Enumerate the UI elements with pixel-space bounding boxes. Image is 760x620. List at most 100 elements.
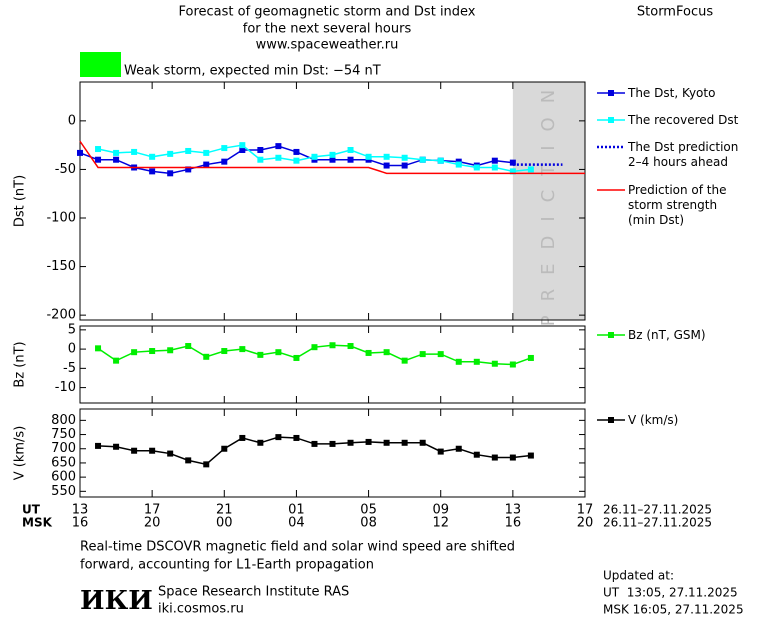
legend-label: The Dst prediction 2–4 hours ahead <box>627 140 738 169</box>
point <box>491 157 498 164</box>
point <box>455 358 462 365</box>
title: Forecast of geomagnetic storm and Dst in… <box>178 5 475 20</box>
point <box>239 434 246 441</box>
note: forward, accounting for L1-Earth propaga… <box>80 558 374 573</box>
point <box>185 166 192 173</box>
legend-marker <box>608 117 614 123</box>
point <box>365 153 372 160</box>
point <box>473 164 480 171</box>
legend-label: Prediction of the storm strength (min Dst) <box>628 183 727 227</box>
point <box>527 452 534 459</box>
y-tick-label: 800 <box>51 413 76 428</box>
y-tick-label: 0 <box>68 342 76 357</box>
y-tick-label: -100 <box>46 211 76 226</box>
logo: ИКИ <box>80 586 153 616</box>
point <box>329 440 336 447</box>
point <box>113 149 120 156</box>
x-row-label: UT <box>22 503 41 517</box>
prediction-label: PREDICTION <box>538 76 559 326</box>
point <box>257 351 264 358</box>
x-tick-label: 17 <box>144 503 161 518</box>
updated-label: Updated at: <box>603 569 674 583</box>
point <box>239 142 246 149</box>
y-axis-title: V (km/s) <box>13 426 28 481</box>
y-tick-label: 750 <box>51 427 76 442</box>
x-tick-label: 09 <box>432 503 449 518</box>
y-tick-label: 600 <box>51 470 76 485</box>
updated-ut: UT 13:05, 27.11.2025 <box>603 586 738 600</box>
x-tick-label-msk: 16 <box>72 516 89 531</box>
point <box>131 148 138 155</box>
point <box>293 434 300 441</box>
x-tick-label: 17 <box>577 503 594 518</box>
legend-label: The Dst, Kyoto <box>627 86 715 100</box>
y-tick-label: 5 <box>68 322 76 337</box>
point <box>293 148 300 155</box>
point <box>491 164 498 171</box>
series-line <box>79 140 585 175</box>
x-range: 26.11–27.11.2025 <box>603 516 712 530</box>
point <box>275 154 282 161</box>
updated-msk: MSK 16:05, 27.11.2025 <box>603 603 744 617</box>
point <box>221 158 228 165</box>
legend-marker <box>608 332 614 338</box>
point <box>509 454 516 461</box>
point <box>185 147 192 154</box>
point <box>509 159 516 166</box>
y-axis-title: Bz (nT) <box>13 341 28 387</box>
point <box>113 357 120 364</box>
point <box>473 358 480 365</box>
point <box>347 343 354 350</box>
prediction-zone <box>512 82 585 320</box>
point <box>203 461 210 468</box>
plot-frame <box>79 81 586 321</box>
plot-frame <box>79 325 586 404</box>
y-tick-label: -10 <box>55 380 76 395</box>
point <box>383 349 390 356</box>
point <box>221 145 228 152</box>
point <box>437 157 444 164</box>
point <box>311 153 318 160</box>
x-tick-label-msk: 08 <box>360 516 377 531</box>
y-tick-label: -5 <box>63 361 76 376</box>
point <box>257 156 264 163</box>
x-tick-label: 21 <box>216 503 233 518</box>
x-tick-label: 01 <box>288 503 305 518</box>
point <box>509 168 516 175</box>
x-row-label: MSK <box>22 516 53 530</box>
point <box>239 346 246 353</box>
point <box>131 349 138 356</box>
point <box>167 450 174 457</box>
point <box>203 353 210 360</box>
point <box>347 156 354 163</box>
point <box>113 443 120 450</box>
site: iki.cosmos.ru <box>158 602 244 617</box>
point <box>311 440 318 447</box>
point <box>275 434 282 441</box>
y-tick-label: -50 <box>55 162 76 177</box>
point <box>149 348 156 355</box>
point <box>113 156 120 163</box>
point <box>491 360 498 367</box>
point <box>365 438 372 445</box>
point <box>293 354 300 361</box>
point <box>347 147 354 153</box>
point <box>401 357 408 364</box>
point <box>401 154 408 161</box>
x-tick-label-msk: 12 <box>432 516 449 531</box>
point <box>95 345 102 352</box>
point <box>527 166 534 173</box>
y-tick-label: -200 <box>46 308 76 323</box>
status: Weak storm, expected min Dst: −54 nT <box>124 64 381 79</box>
point <box>95 156 102 163</box>
point <box>167 150 174 157</box>
point <box>419 156 426 163</box>
point <box>311 344 318 351</box>
title: www.spaceweather.ru <box>256 38 399 53</box>
x-range: 26.11–27.11.2025 <box>603 503 712 517</box>
point <box>473 451 480 458</box>
x-tick-label: 05 <box>360 503 377 518</box>
point <box>221 348 228 355</box>
legend-marker <box>608 90 614 96</box>
legend-label: V (km/s) <box>628 413 678 427</box>
